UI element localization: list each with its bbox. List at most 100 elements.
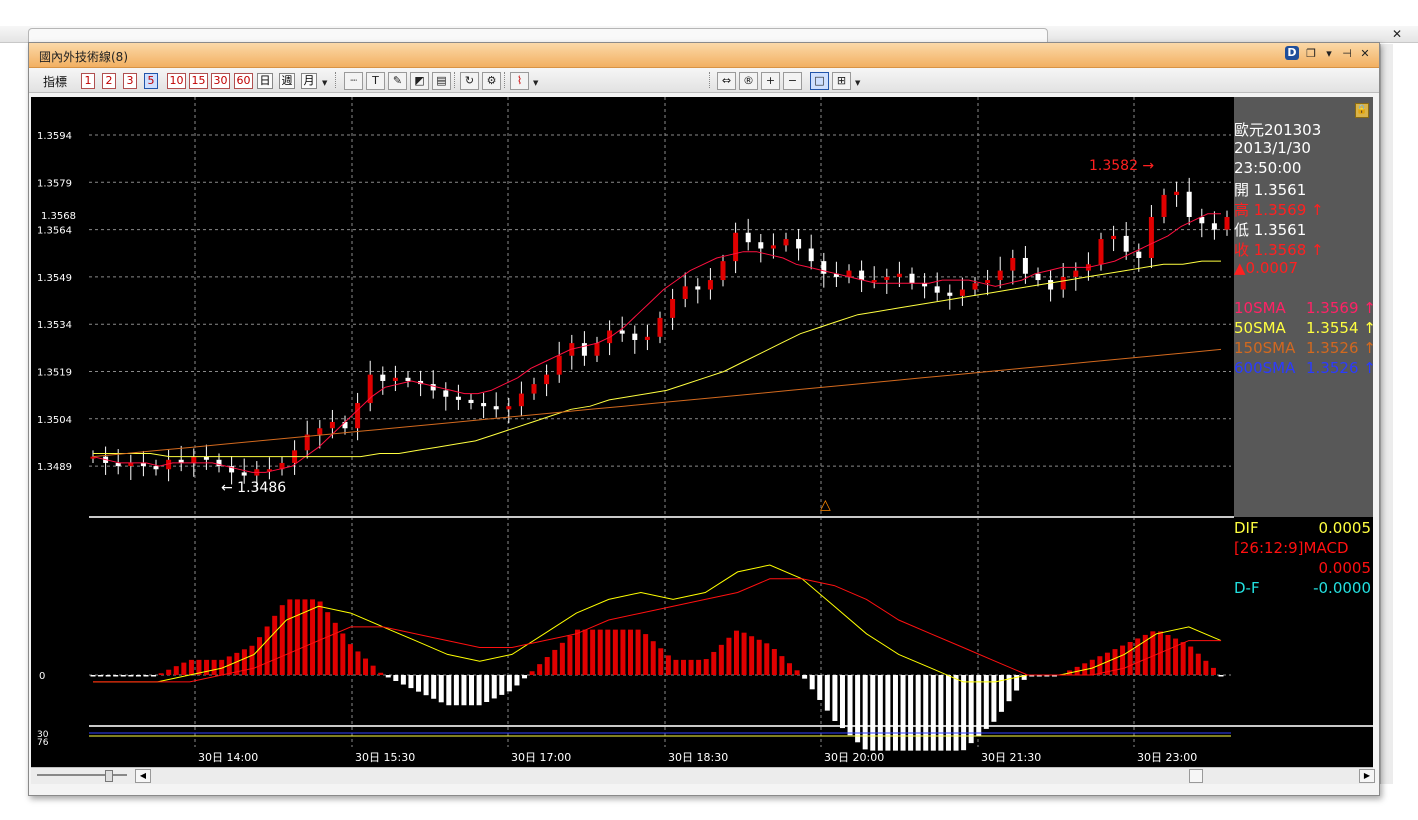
candle-body	[1186, 191, 1192, 217]
macd-histogram-bar	[400, 675, 406, 685]
app-close-icon[interactable]: ✕	[1391, 27, 1403, 41]
x-tick-label: 30日 14:00	[198, 751, 258, 764]
macd-line	[93, 578, 1221, 683]
zoom-slider-handle[interactable]	[105, 770, 113, 782]
candle-body	[367, 374, 373, 404]
macd-histogram-bar	[552, 649, 558, 675]
candle-body	[997, 270, 1003, 281]
settings-icon[interactable]: ⚙	[482, 72, 501, 90]
scroll-left-button[interactable]: ◀	[135, 769, 151, 783]
candle-body	[619, 330, 625, 334]
macd-histogram-bar	[1089, 659, 1095, 675]
candle-body	[493, 406, 499, 410]
candle-body	[418, 380, 424, 385]
scroll-right-button[interactable]: ▶	[1359, 769, 1375, 783]
period-5-button[interactable]: 5	[144, 73, 158, 89]
macd-histogram-bar	[1180, 642, 1186, 675]
period-dropdown-icon[interactable]: ▼	[322, 79, 328, 87]
macd-histogram-bar	[938, 675, 944, 751]
macd-histogram-bar	[711, 651, 717, 675]
line-chart-icon[interactable]: ⌇	[510, 72, 529, 90]
chart-area[interactable]: 1.3594 1.3579 1.3564 1.3549 1.3534 1.3519 1.35…	[31, 97, 1373, 769]
period-30-button[interactable]: 30	[211, 73, 230, 89]
indicator-button[interactable]: 指標	[43, 75, 68, 89]
macd-histogram-bar	[1150, 631, 1156, 675]
candle-body	[581, 343, 587, 356]
macd-histogram-bar	[794, 670, 800, 675]
restore-icon[interactable]: ❐	[1306, 46, 1316, 60]
macd-histogram-bar	[696, 659, 702, 675]
zoom-slider-track[interactable]	[37, 774, 127, 776]
chart-type-dropdown-icon[interactable]: ▼	[533, 79, 539, 87]
close-label: 收 1.3568 ↑	[1234, 241, 1324, 259]
period-10-button[interactable]: 10	[167, 73, 186, 89]
dif-name: DIF	[1234, 519, 1259, 537]
macd-histogram-bar	[817, 675, 823, 700]
candle-body	[783, 239, 789, 246]
macd-histogram-bar	[249, 645, 255, 675]
layout-dropdown-icon[interactable]: ▼	[855, 79, 861, 87]
eraser-icon[interactable]: ◩	[410, 72, 429, 90]
single-layout-icon[interactable]: □	[810, 72, 829, 90]
d-logo-icon[interactable]: D	[1285, 46, 1299, 60]
period-60-button[interactable]: 60	[234, 73, 253, 89]
macd-histogram-bar	[211, 659, 217, 675]
zoom-in-icon[interactable]: +	[761, 72, 780, 90]
dropdown-arrow-icon[interactable]: ▾	[1326, 46, 1332, 60]
macd-histogram-bar	[506, 675, 512, 692]
macd-histogram-bar	[839, 675, 845, 729]
macd-histogram-bar	[128, 675, 134, 677]
sma150-line	[92, 348, 1222, 458]
period-2-button[interactable]: 2	[102, 73, 116, 89]
macd-histogram-bar	[476, 675, 482, 706]
macd-histogram-bar	[1044, 675, 1050, 677]
df-value: -0.0000	[1313, 579, 1371, 597]
reset-zoom-icon[interactable]: ®	[739, 72, 758, 90]
period-day-button[interactable]: 日	[257, 73, 273, 89]
lock-icon[interactable]: 🔒	[1355, 103, 1369, 118]
grid-layout-icon[interactable]: ⊞	[832, 72, 851, 90]
macd-histogram-bar	[188, 659, 194, 675]
refresh-icon[interactable]: ↻	[460, 72, 479, 90]
macd-histogram-bar	[196, 659, 202, 675]
candle-body	[229, 466, 235, 473]
period-1-button[interactable]: 1	[81, 73, 95, 89]
period-week-button[interactable]: 週	[279, 73, 295, 89]
macd-histogram-bar	[643, 634, 649, 675]
price-chart-svg[interactable]: 1.3594 1.3579 1.3564 1.3549 1.3534 1.3519 1.35…	[31, 97, 1373, 769]
pencil-icon[interactable]: ✎	[388, 72, 407, 90]
macd-histogram-bar	[105, 675, 111, 677]
macd-histogram-bar	[1127, 642, 1133, 675]
macd-histogram-bar	[135, 675, 141, 677]
background-tab[interactable]	[28, 28, 1048, 42]
scroll-thumb[interactable]	[1189, 769, 1203, 783]
horizontal-scrollbar[interactable]: ◀ ▶	[31, 767, 1375, 784]
text-tool-icon[interactable]: T	[366, 72, 385, 90]
period-month-button[interactable]: 月	[301, 73, 317, 89]
macd-histogram-bar	[340, 633, 346, 675]
candle-body	[216, 459, 222, 467]
pin-icon[interactable]: ⊣	[1342, 46, 1352, 60]
macd-histogram-bar	[764, 643, 770, 675]
background-scrollbar[interactable]	[1380, 44, 1393, 784]
period-3-button[interactable]: 3	[123, 73, 137, 89]
zoom-out-icon[interactable]: −	[783, 72, 802, 90]
macd-histogram-bar	[620, 629, 626, 675]
macd-histogram-bar	[1120, 645, 1126, 675]
sma50-name: 50SMA	[1234, 319, 1286, 337]
print-icon[interactable]: ▤	[432, 72, 451, 90]
y-tick-label: 1.3549	[37, 273, 72, 284]
macd-histogram-bar	[484, 675, 490, 703]
macd-histogram-bar	[234, 652, 240, 675]
candle-body	[178, 459, 184, 463]
candle-body	[896, 273, 902, 277]
candle-body	[1010, 257, 1016, 271]
line-tool-icon[interactable]: ┈	[344, 72, 363, 90]
close-icon[interactable]: ✕	[1360, 46, 1370, 60]
fit-width-icon[interactable]: ⇔	[717, 72, 736, 90]
period-15-button[interactable]: 15	[189, 73, 208, 89]
macd-histogram-bar	[559, 642, 565, 675]
candle-body	[430, 384, 436, 391]
candle-body	[241, 472, 247, 476]
macd-histogram-bar	[1142, 634, 1148, 675]
